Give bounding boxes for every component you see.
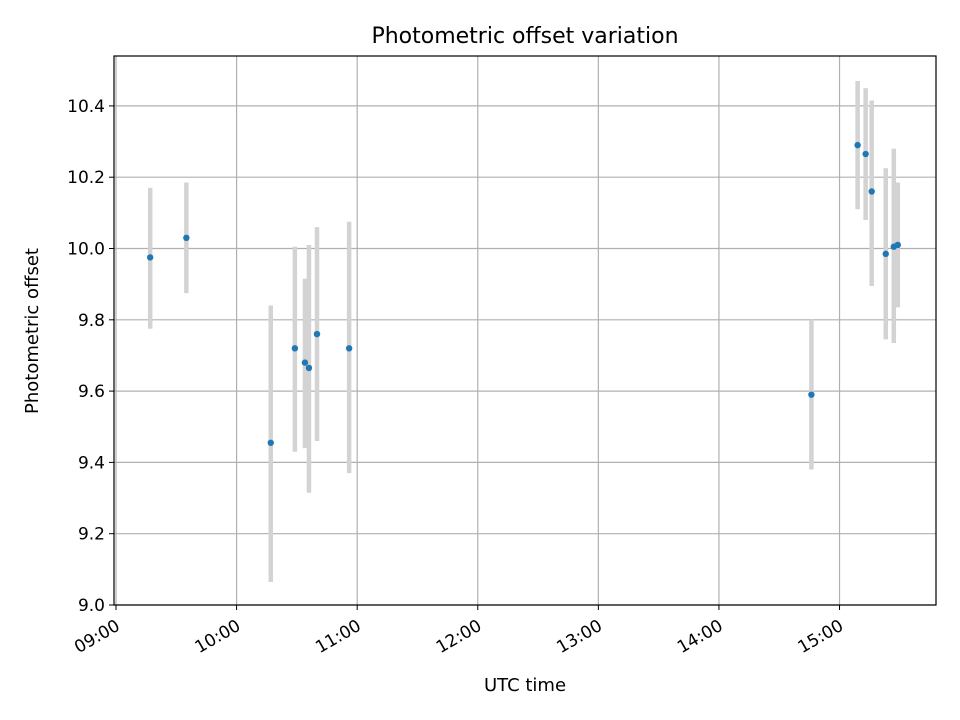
data-point [882,250,889,258]
data-point [301,359,309,366]
x-tick-label: 11:00 [312,616,364,658]
chart-title: Photometric offset variation [371,24,678,49]
y-tick-label: 10.0 [67,240,105,260]
y-tick-label: 9.8 [78,311,105,331]
data-points [146,141,902,446]
x-axis-ticks: 09:00 10:00 11:00 12:00 13:00 14:00 15:00 [71,605,847,658]
y-axis-label: Photometric offset [22,248,43,414]
data-point [267,439,274,446]
y-tick-label: 9.2 [78,525,105,545]
plot-frame [113,55,937,606]
data-point [854,141,861,149]
data-point [868,188,875,195]
x-tick-label: 09:00 [71,616,123,658]
y-tick-label: 10.2 [67,168,105,188]
x-tick-label: 12:00 [433,616,485,658]
x-tick-label: 13:00 [553,616,605,658]
grid [114,56,936,606]
error-bars [147,80,901,582]
x-axis-label: UTC time [484,675,566,696]
data-point [345,345,353,352]
x-tick-label: 14:00 [674,616,726,658]
data-point [862,150,869,158]
x-tick-label: 10:00 [192,616,244,658]
y-tick-label: 9.6 [78,382,105,402]
data-point [291,345,299,352]
data-point [305,364,313,372]
data-point [808,391,815,398]
data-point [146,254,154,261]
y-tick-label: 10.4 [67,97,105,117]
y-tick-label: 9.4 [78,453,105,473]
x-tick-label: 15:00 [795,616,847,658]
y-tick-label: 9.0 [78,596,105,616]
data-point [183,234,190,242]
data-point [313,330,321,338]
data-point [894,241,902,249]
y-axis-ticks: 9.0 9.2 9.4 9.6 9.8 10.0 10.2 10.4 [67,97,114,616]
